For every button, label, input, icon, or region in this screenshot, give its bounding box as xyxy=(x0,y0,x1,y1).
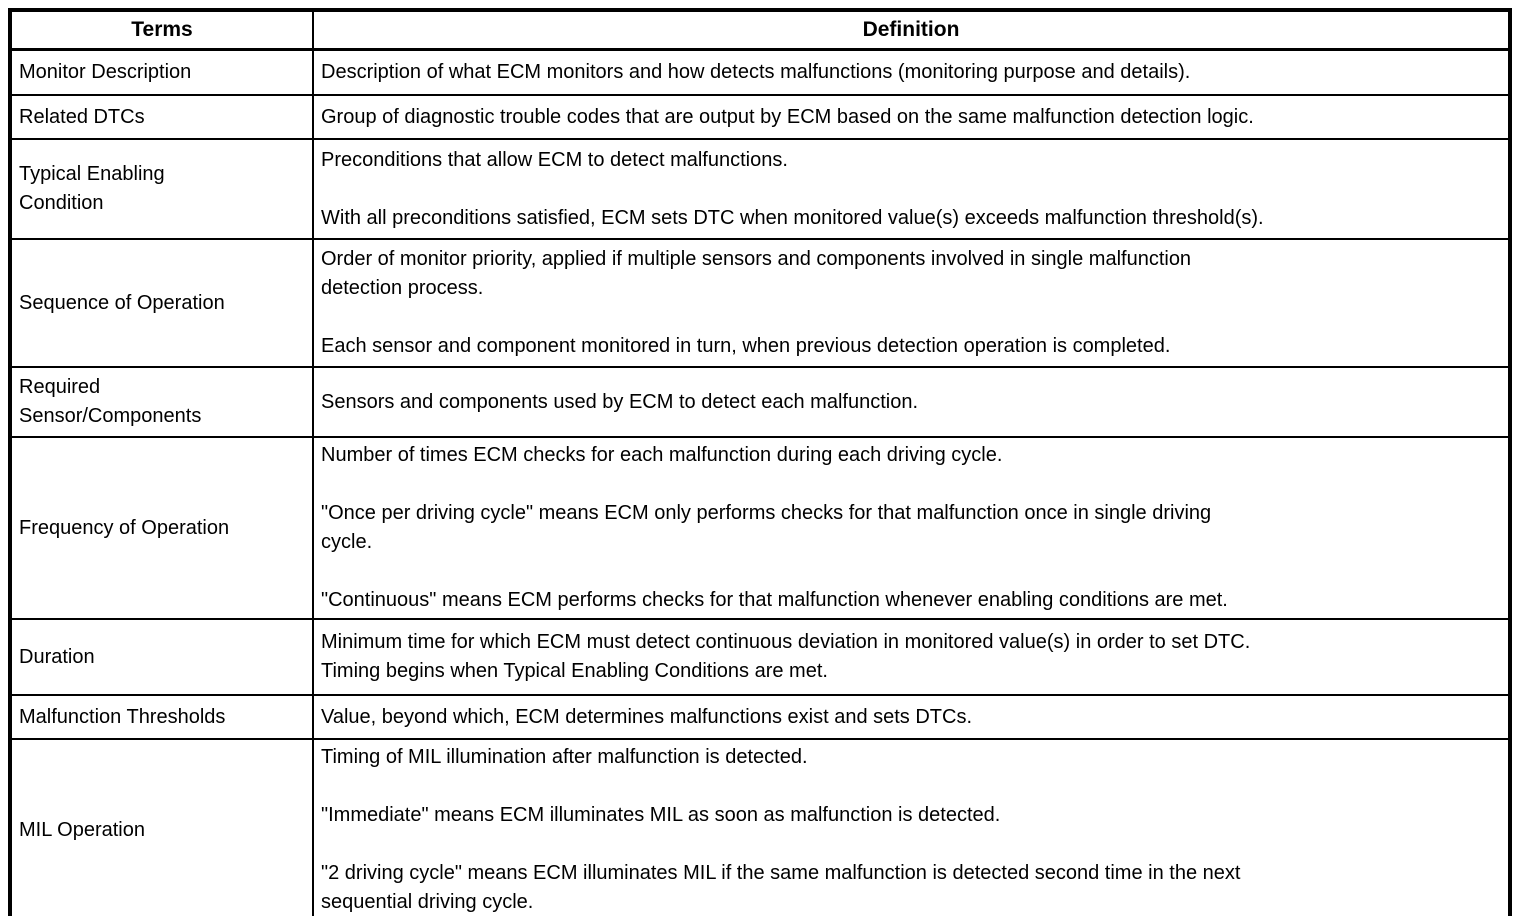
definition-cell: Order of monitor priority, applied if mu… xyxy=(312,238,1511,368)
term-cell: Sequence of Operation xyxy=(9,238,314,368)
term-cell: Typical Enabling Condition xyxy=(9,138,314,240)
term-cell: Required Sensor/Components xyxy=(9,366,314,438)
definition-cell: Sensors and components used by ECM to de… xyxy=(312,366,1511,438)
header-row: Terms Definition xyxy=(9,9,1511,51)
table-row: Sequence of Operation Order of monitor p… xyxy=(9,238,1511,368)
definition-cell: Number of times ECM checks for each malf… xyxy=(312,436,1511,620)
table-row: Duration Minimum time for which ECM must… xyxy=(9,618,1511,696)
table-row: Required Sensor/Components Sensors and c… xyxy=(9,366,1511,438)
definition-cell: Value, beyond which, ECM determines malf… xyxy=(312,694,1511,740)
column-header-terms: Terms xyxy=(9,9,314,51)
definition-cell: Timing of MIL illumination after malfunc… xyxy=(312,738,1511,916)
table-row: Related DTCs Group of diagnostic trouble… xyxy=(9,94,1511,140)
term-cell: Malfunction Thresholds xyxy=(9,694,314,740)
term-cell: Monitor Description xyxy=(9,48,314,96)
table-row: MIL Operation Timing of MIL illumination… xyxy=(9,738,1511,916)
table-row: Malfunction Thresholds Value, beyond whi… xyxy=(9,694,1511,740)
table-row: Monitor Description Description of what … xyxy=(9,48,1511,96)
column-header-definition: Definition xyxy=(312,9,1511,51)
definition-cell: Minimum time for which ECM must detect c… xyxy=(312,618,1511,696)
term-cell: Related DTCs xyxy=(9,94,314,140)
definition-cell: Group of diagnostic trouble codes that a… xyxy=(312,94,1511,140)
term-cell: Frequency of Operation xyxy=(9,436,314,620)
terms-definition-table: Terms Definition Monitor Description Des… xyxy=(8,8,1512,916)
table-row: Frequency of Operation Number of times E… xyxy=(9,436,1511,620)
term-cell: MIL Operation xyxy=(9,738,314,916)
term-cell: Duration xyxy=(9,618,314,696)
table-row: Typical Enabling Condition Preconditions… xyxy=(9,138,1511,240)
definition-cell: Preconditions that allow ECM to detect m… xyxy=(312,138,1511,240)
definition-cell: Description of what ECM monitors and how… xyxy=(312,48,1511,96)
